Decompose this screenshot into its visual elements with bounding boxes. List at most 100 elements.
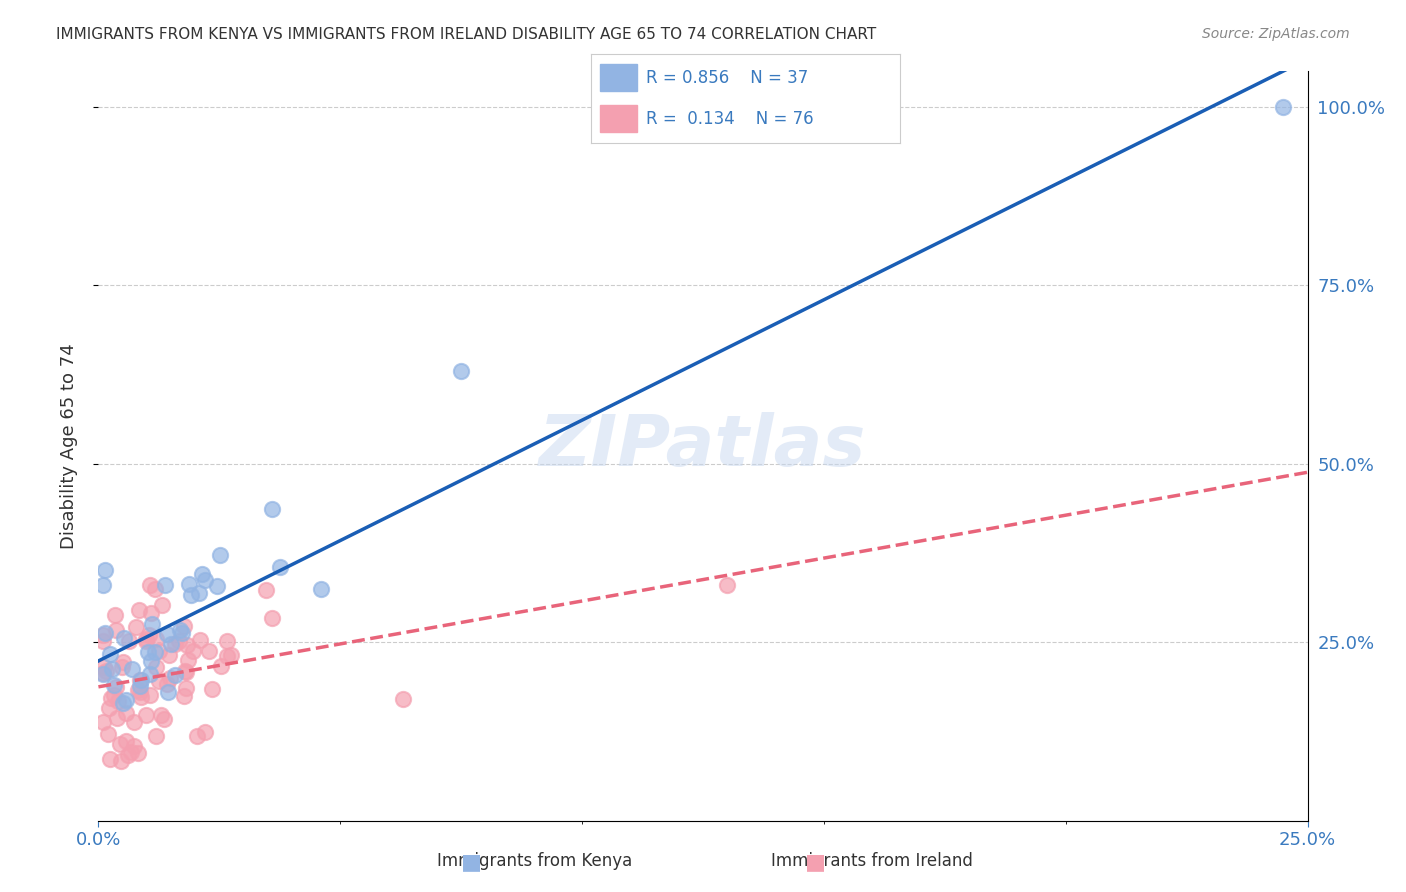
Text: R = 0.856    N = 37: R = 0.856 N = 37 <box>647 69 808 87</box>
Point <box>124 739 146 753</box>
Point <box>117 748 139 763</box>
Point <box>139 667 162 681</box>
Point <box>157 648 180 662</box>
Point <box>157 685 180 699</box>
Point <box>141 606 163 620</box>
Point <box>139 688 162 702</box>
Point <box>174 664 197 678</box>
Point <box>107 694 129 708</box>
Point <box>163 667 186 681</box>
Point <box>138 645 160 659</box>
Point <box>145 729 167 743</box>
Point <box>145 632 167 647</box>
Point <box>97 700 120 714</box>
Point <box>141 617 163 632</box>
Text: ZIPatlas: ZIPatlas <box>540 411 866 481</box>
Point <box>127 682 149 697</box>
Point <box>135 708 157 723</box>
Point <box>143 582 166 596</box>
Point <box>165 637 187 651</box>
Point <box>186 729 208 743</box>
Point <box>105 710 128 724</box>
Point <box>145 660 167 674</box>
Point <box>153 577 176 591</box>
Point <box>101 662 124 676</box>
Point <box>176 638 198 652</box>
Point <box>172 626 194 640</box>
Point <box>219 648 242 662</box>
Point <box>167 634 190 648</box>
Point <box>179 577 201 591</box>
Point <box>128 679 150 693</box>
Point <box>173 689 195 703</box>
Point <box>254 582 277 597</box>
Point <box>129 690 152 705</box>
Point <box>139 578 162 592</box>
Point <box>125 620 148 634</box>
Point <box>217 633 239 648</box>
Point <box>100 690 122 705</box>
Point <box>180 588 202 602</box>
Point <box>138 628 160 642</box>
Y-axis label: Disability Age 65 to 74: Disability Age 65 to 74 <box>59 343 77 549</box>
Point <box>128 603 150 617</box>
Point <box>174 681 197 696</box>
Point <box>110 754 132 768</box>
Point <box>121 662 143 676</box>
Point <box>1272 100 1295 114</box>
Point <box>160 637 183 651</box>
Point <box>94 563 117 577</box>
Point <box>269 560 291 574</box>
Point <box>110 660 132 674</box>
Text: Source: ZipAtlas.com: Source: ZipAtlas.com <box>1202 27 1350 41</box>
Text: Immigrants from Ireland: Immigrants from Ireland <box>770 852 973 870</box>
Point <box>104 623 127 637</box>
Point <box>159 671 181 685</box>
Point <box>194 573 217 587</box>
Point <box>217 648 239 663</box>
Point <box>122 715 145 730</box>
Point <box>174 665 197 680</box>
Point <box>120 746 142 760</box>
Point <box>181 644 204 658</box>
Point <box>260 502 283 516</box>
Point <box>98 752 121 766</box>
Point <box>129 685 152 699</box>
Point <box>197 643 219 657</box>
Point <box>93 660 115 674</box>
Point <box>209 659 232 673</box>
Point <box>112 697 135 711</box>
Point <box>156 676 179 690</box>
Point <box>108 737 131 751</box>
Point <box>115 692 138 706</box>
Point <box>450 364 472 378</box>
Point <box>112 631 135 645</box>
Point <box>143 645 166 659</box>
Text: Immigrants from Kenya: Immigrants from Kenya <box>437 852 631 870</box>
Point <box>94 626 117 640</box>
Point <box>91 714 114 729</box>
Point <box>115 706 138 720</box>
Point <box>187 586 209 600</box>
Point <box>148 643 170 657</box>
Point <box>127 746 149 760</box>
Point <box>135 632 157 646</box>
Point <box>260 611 283 625</box>
Point <box>169 623 191 637</box>
Point <box>129 673 152 688</box>
Point <box>716 578 738 592</box>
Bar <box>600 64 637 91</box>
Point <box>309 582 332 596</box>
Point <box>139 654 162 668</box>
Point <box>115 734 138 748</box>
Point <box>135 634 157 648</box>
Point <box>111 655 134 669</box>
Point <box>208 548 231 562</box>
Point <box>153 712 176 726</box>
Point <box>91 578 114 592</box>
Point <box>177 653 200 667</box>
Text: ■: ■ <box>806 853 825 872</box>
Text: IMMIGRANTS FROM KENYA VS IMMIGRANTS FROM IRELAND DISABILITY AGE 65 TO 74 CORRELA: IMMIGRANTS FROM KENYA VS IMMIGRANTS FROM… <box>56 27 876 42</box>
Point <box>94 665 117 679</box>
Point <box>105 680 128 694</box>
